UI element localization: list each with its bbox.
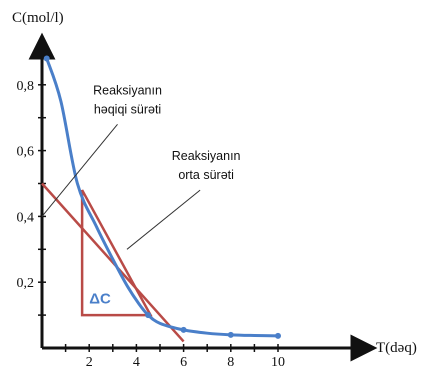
curve-marker — [145, 312, 152, 319]
annotation-text: həqiqi sürəti — [94, 102, 161, 116]
curve-marker — [43, 55, 50, 62]
annotation-text: Reaksiyanın — [172, 149, 241, 163]
tangent-line — [41, 182, 185, 343]
x-tick-label: 4 — [133, 355, 140, 370]
delta-c-label: ΔC — [89, 291, 111, 308]
x-tick-label: 2 — [86, 355, 93, 370]
x-axis-title: T(dəq) — [376, 340, 417, 356]
annotation-pointer — [126, 189, 201, 250]
curve-marker — [227, 331, 234, 338]
chart-marks: ΔC — [41, 55, 281, 343]
curve-marker — [180, 326, 187, 333]
secant-triangle — [80, 189, 153, 317]
x-tick-label: 10 — [271, 355, 285, 370]
axis-ticks: 2 4 6 8 10 0,2 0,4 0,6 0,8 — [17, 79, 286, 370]
y-tick-label: 0,8 — [17, 79, 35, 94]
y-tick-label: 0,2 — [17, 276, 35, 291]
annotation-pointer — [41, 123, 118, 217]
curve-marker — [275, 332, 281, 339]
y-tick-label: 0,4 — [17, 210, 35, 225]
chart-annotations: Reaksiyanın həqiqi sürəti Reaksiyanın orta … — [41, 83, 241, 250]
x-tick-label: 8 — [227, 355, 234, 370]
y-tick-label: 0,6 — [17, 145, 35, 160]
y-axis-title: C(mol/l) — [12, 10, 64, 26]
annotation-text: orta sürəti — [178, 168, 234, 182]
x-tick-label: 6 — [180, 355, 187, 370]
annotation-text: Reaksiyanın — [93, 83, 162, 97]
